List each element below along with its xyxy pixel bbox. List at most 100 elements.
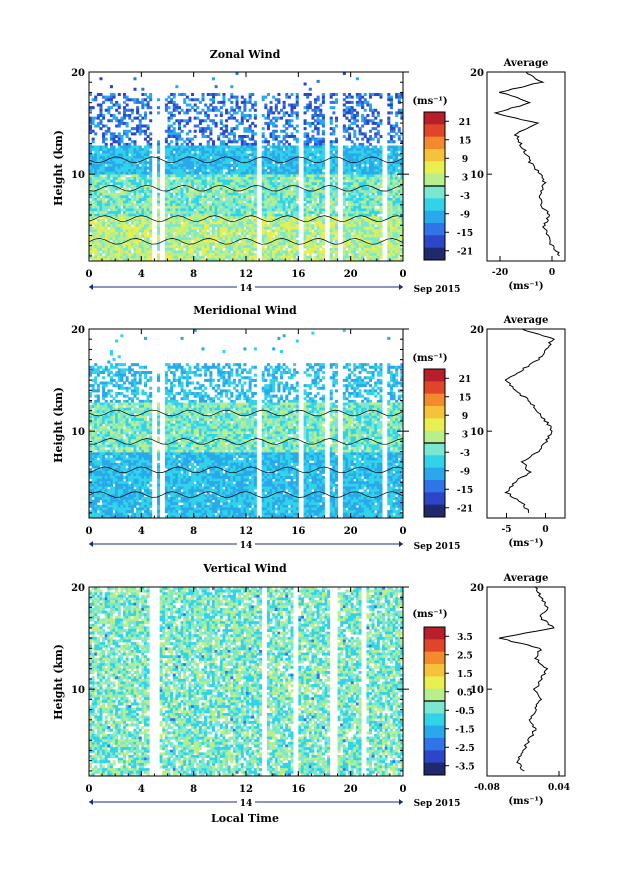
colorbar-swatch [424,247,445,261]
colorbar-swatch [424,651,445,665]
date-range-arrow-right [399,799,403,805]
colorbar-swatch [424,492,445,506]
meridional-heatmap [88,329,404,519]
vertical-colorbar: 3.5 2.5 1.5 0.5 -0.5 -1.5 -2.5 -3.5 [423,626,475,776]
colorbar-tick-label: 9 [462,155,468,165]
zonal-contour-lines [88,156,404,245]
colorbar-swatch [424,381,445,395]
date-label-bg [237,539,255,549]
x-tick-label: 16 [291,269,305,280]
colorbar-swatch [424,161,445,175]
x-tick-label: 0 [86,526,93,537]
colorbar-swatch [424,210,445,224]
colorbar-swatch [424,701,445,714]
x-tick-label: 8 [190,526,197,537]
zonal-average-profile: Average 20 10 -20 0 (ms⁻¹) [470,58,566,292]
x-tick-label: 4 [138,269,145,280]
vertical-y-ticks: 10 20 [71,583,409,772]
contour-line [88,409,404,417]
x-tick-label: 8 [190,269,197,280]
colorbar-tick-label: 3 [462,173,468,183]
profile-y-tick-label: 20 [470,325,484,336]
colorbar-tick-label: -9 [460,210,470,220]
colorbar-swatch [424,136,445,150]
contour-line [88,491,404,498]
date-range-arrow-left [89,799,93,805]
x-tick-label: 4 [138,784,145,795]
zonal-date-bar: 14 [89,282,403,294]
meridional-ylabel: Height (km) [52,387,65,463]
vertical-title: Vertical Wind [202,562,287,575]
contour-line [88,156,404,164]
x-tick-label: 0 [86,784,93,795]
contour-line [88,466,404,474]
profile-frame [486,71,566,262]
meridional-y-ticks: 10 20 [71,325,409,514]
profile-title: Average [503,573,549,584]
colorbar-tick-label: 15 [459,393,472,403]
colorbar-tick-label: -9 [460,467,470,477]
vertical-x-ticks: 0 4 8 12 16 20 0 [86,587,407,795]
colorbar-swatch [424,430,445,444]
colorbar-swatch [424,406,445,419]
x-tick-label: 12 [239,269,253,280]
vertical-average-profile: Average 20 10 -0.08 0.04 (ms⁻¹) [470,573,570,807]
colorbar-tick-label: -3 [460,449,470,459]
colorbar-tick-label: -0.5 [455,707,474,717]
meridional-average-profile: Average 20 10 -5 0 (ms⁻¹) [470,315,566,549]
meridional-x-ticks: 0 4 8 12 16 20 0 [86,329,407,537]
profile-x-units: (ms⁻¹) [508,796,543,807]
colorbar-swatch [424,198,445,212]
colorbar-tick-label: -21 [457,504,473,514]
x-axis-label: Local Time [211,812,279,825]
colorbar-tick-label: 3.5 [457,633,473,643]
date-label-bg [237,282,255,292]
colorbar-tick-label: -21 [457,247,473,257]
colorbar-swatch [424,173,445,187]
zonal-x-ticks: 0 4 8 12 16 20 0 [86,72,407,280]
colorbar-swatch [424,750,445,764]
y-tick-label: 20 [71,583,85,594]
profile-x-units: (ms⁻¹) [508,538,543,549]
zonal-y-ticks: 10 20 [71,68,409,257]
contour-line [88,237,404,245]
x-tick-label: 0 [86,269,93,280]
vertical-colorbar-units: (ms⁻¹) [412,609,447,620]
colorbar-tick-label: -3.5 [455,762,474,772]
colorbar-swatch [424,443,445,456]
y-tick-label: 10 [71,170,85,181]
meridional-colorbar-units: (ms⁻¹) [412,353,447,364]
colorbar-swatch [424,418,445,432]
date-label: 14 [240,284,253,294]
profile-y-tick-label: 20 [470,583,484,594]
colorbar-tick-label: 0.5 [457,688,473,698]
profile-x-units: (ms⁻¹) [508,281,543,292]
colorbar-swatch [424,676,445,690]
y-tick-label: 20 [71,68,85,79]
date-range-arrow-right [399,541,403,547]
x-tick-label: 12 [239,526,253,537]
profile-line [504,328,556,513]
colorbar-swatch [424,639,445,653]
meridional-contour-lines [88,409,404,498]
x-tick-label: 20 [344,784,358,795]
x-tick-label: 0 [400,269,407,280]
vertical-heatmap [89,587,404,777]
x-tick-label: 16 [291,526,305,537]
zonal-colorbar-units: (ms⁻¹) [412,96,447,107]
colorbar-tick-label: 15 [459,136,472,146]
colorbar-tick-label: 21 [459,375,472,385]
profile-y-tick-label: 10 [470,685,484,696]
colorbar-swatch [424,124,445,138]
colorbar-tick-label: 3 [462,430,468,440]
y-tick-label: 10 [71,427,85,438]
x-tick-label: 20 [344,526,358,537]
colorbar-swatch [424,112,445,125]
vertical-panel: Vertical Wind Height (km) 0 4 8 12 16 20 0 10 2… [52,562,570,809]
date-range-arrow-left [89,541,93,547]
colorbar-swatch [424,627,445,640]
zonal-date-suffix: Sep 2015 [414,285,461,295]
profile-frame [486,328,566,519]
colorbar-tick-label: 1.5 [457,670,473,680]
